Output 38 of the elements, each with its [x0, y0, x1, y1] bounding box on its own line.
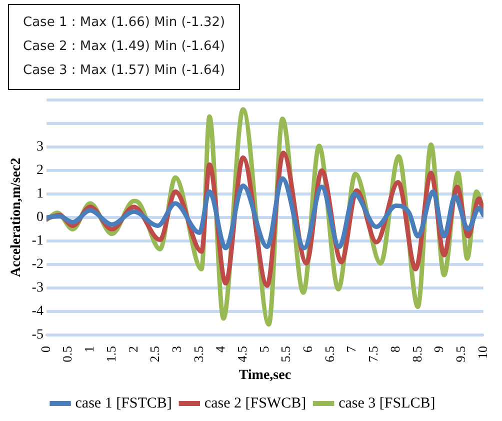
- y-tick-label: -2: [32, 257, 44, 272]
- text: Case 2 : Max (1.49) Min (-1.64): [23, 38, 226, 56]
- y-tick-label: -3: [32, 280, 44, 296]
- y-axis-title: Acceleration,m/sec2: [9, 158, 24, 278]
- text: Case 1 : Max (1.66) Min (-1.32): [23, 14, 226, 32]
- x-tick-label: 10: [474, 346, 490, 359]
- x-tick-label: 3: [168, 346, 184, 352]
- legend-label: case 1 [FSTCB]: [75, 395, 172, 412]
- x-tick-label: 1.5: [103, 346, 118, 362]
- x-tick-label: 5: [256, 346, 272, 352]
- y-tick-label: -4: [32, 304, 44, 320]
- line-series: [46, 176, 484, 250]
- x-tick-label: 6: [300, 345, 316, 352]
- x-tick-label: 4: [212, 345, 228, 352]
- x-tick-label: 7.5: [366, 346, 381, 362]
- x-tick-label: 9.5: [452, 346, 468, 362]
- x-tick-label: 4.5: [234, 346, 250, 362]
- x-tick-label: 2.5: [147, 346, 162, 362]
- y-tick-label: 0: [36, 210, 44, 226]
- x-tick-label: 8: [387, 346, 402, 352]
- y-tick-label: -1: [32, 234, 44, 249]
- x-axis-title: Time,sec: [238, 368, 292, 384]
- x-tick-label: 0.5: [60, 346, 75, 362]
- text: Case 3 : Max (1.57) Min (-1.64): [23, 62, 226, 80]
- x-tick-label: 8.5: [409, 346, 424, 362]
- x-tick-label: 3.5: [190, 346, 206, 362]
- y-tick-label: -5: [32, 328, 44, 343]
- legend-label: case 3 [FSLCB]: [338, 395, 436, 412]
- x-tick-label: 7: [344, 345, 359, 352]
- legend-label: case 2 [FSWCB]: [204, 395, 306, 412]
- y-tick-label: 1: [36, 186, 44, 202]
- x-tick-label: 1: [82, 346, 97, 352]
- x-tick-label: 5.5: [278, 346, 294, 362]
- x-tick-label: 9: [431, 346, 446, 352]
- y-tick-label: 3: [36, 140, 44, 155]
- x-tick-label: 6.5: [322, 346, 337, 362]
- y-tick-label: 2: [36, 163, 44, 178]
- x-tick-label: 2: [125, 346, 140, 352]
